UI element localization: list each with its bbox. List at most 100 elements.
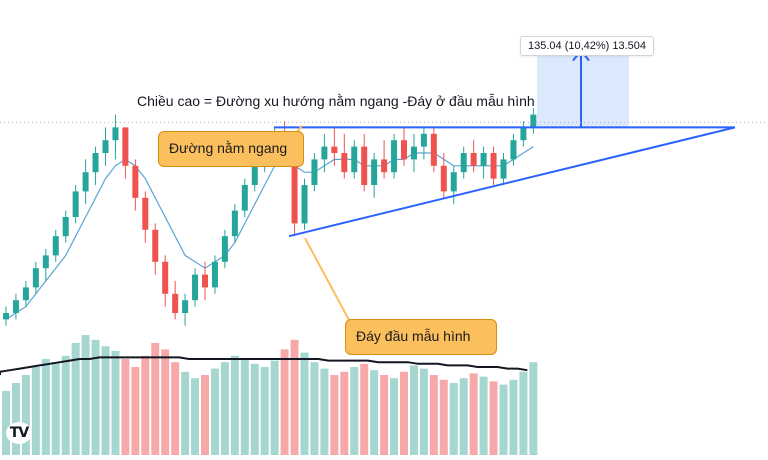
candle-body bbox=[42, 255, 49, 269]
candle bbox=[12, 293, 19, 320]
candle bbox=[391, 133, 398, 179]
candle bbox=[152, 223, 159, 275]
candle-body bbox=[152, 229, 159, 262]
volume-bar bbox=[330, 375, 339, 455]
candle-body bbox=[112, 127, 119, 141]
candle-body bbox=[321, 146, 328, 160]
candle-body bbox=[470, 153, 477, 166]
candle bbox=[301, 178, 308, 230]
candle-body bbox=[122, 127, 129, 166]
volume-bar bbox=[370, 370, 379, 455]
volume-bar bbox=[171, 362, 180, 455]
tradingview-logo[interactable]: TV bbox=[6, 422, 32, 444]
candle bbox=[341, 133, 348, 179]
volume-bar bbox=[479, 376, 488, 455]
volume-bar bbox=[181, 371, 190, 455]
candle bbox=[321, 133, 328, 173]
candle-body bbox=[361, 146, 368, 185]
volume-bar bbox=[310, 362, 319, 455]
candle-body bbox=[52, 236, 59, 256]
candle bbox=[420, 127, 427, 160]
candle bbox=[331, 127, 338, 166]
volume-bar bbox=[81, 335, 90, 455]
volume-bar bbox=[201, 375, 209, 455]
candle bbox=[490, 146, 497, 185]
candle-body bbox=[460, 153, 467, 173]
volume-bar bbox=[270, 360, 279, 455]
volume-bar bbox=[260, 367, 269, 455]
candle-body bbox=[202, 274, 208, 288]
volume-bar bbox=[71, 343, 80, 455]
volume-bar bbox=[101, 346, 110, 455]
candle bbox=[510, 133, 517, 166]
candle-body bbox=[102, 140, 109, 153]
volume-bar bbox=[509, 379, 518, 455]
volume-bar bbox=[2, 391, 10, 455]
volume-ma-line bbox=[0, 356, 528, 375]
candle-body bbox=[211, 261, 218, 288]
volume-bar bbox=[31, 367, 40, 455]
triangle-trendlines[interactable] bbox=[274, 126, 736, 238]
candle-body bbox=[331, 146, 338, 153]
volume-bar bbox=[191, 378, 200, 455]
candle-body bbox=[410, 146, 417, 160]
candle-body bbox=[162, 261, 169, 294]
candle bbox=[500, 153, 507, 185]
candle bbox=[62, 210, 69, 243]
volume-bar bbox=[300, 352, 309, 455]
volume-average-line bbox=[0, 356, 528, 375]
candle-body bbox=[450, 172, 457, 192]
candle-body bbox=[82, 172, 89, 192]
candle bbox=[52, 229, 59, 262]
candle bbox=[182, 293, 189, 326]
candle-body bbox=[520, 127, 527, 141]
candle-body bbox=[251, 159, 258, 185]
pattern-bottom-callout[interactable]: Đáy đầu mẫu hình bbox=[345, 319, 497, 355]
candle-body bbox=[22, 287, 29, 301]
volume-bar bbox=[51, 362, 60, 455]
candle bbox=[470, 140, 477, 173]
candle bbox=[430, 127, 437, 173]
candle bbox=[371, 153, 378, 198]
volume-bar bbox=[390, 378, 399, 455]
candle bbox=[72, 185, 79, 224]
projection-box bbox=[537, 50, 629, 128]
measure-tooltip: 135.04 (10,42%) 13.504 bbox=[520, 36, 655, 56]
candle bbox=[42, 249, 49, 281]
pointer-pattern-bottom bbox=[304, 237, 350, 321]
candle bbox=[162, 255, 169, 307]
candle bbox=[102, 127, 109, 166]
volume-bar bbox=[499, 384, 508, 455]
volume-bar bbox=[360, 363, 369, 455]
candle-body bbox=[72, 191, 79, 217]
candle bbox=[381, 140, 388, 179]
volume-bar bbox=[419, 368, 428, 455]
candle bbox=[3, 306, 9, 326]
candle bbox=[211, 255, 218, 294]
candle-body bbox=[132, 165, 139, 198]
candle-body bbox=[500, 159, 507, 179]
volume-bar bbox=[220, 362, 229, 455]
candle-body bbox=[341, 153, 348, 173]
volume-bar bbox=[350, 367, 359, 455]
candle-body bbox=[401, 140, 407, 160]
volume-bar bbox=[529, 362, 538, 455]
candle bbox=[311, 153, 318, 192]
candle-body bbox=[182, 300, 189, 313]
volume-bar bbox=[161, 349, 170, 455]
volume-bar bbox=[230, 355, 239, 455]
price-moving-average bbox=[5, 146, 534, 320]
horizontal-line-callout[interactable]: Đường nằm ngang bbox=[158, 131, 304, 167]
volume-bar bbox=[340, 371, 349, 455]
volume-bar bbox=[121, 359, 130, 455]
candle-body bbox=[192, 274, 199, 301]
candle-body bbox=[351, 146, 358, 173]
volume-bar bbox=[290, 339, 299, 455]
volume-bar bbox=[439, 379, 448, 455]
volume-bar bbox=[409, 365, 418, 455]
height-formula-text[interactable]: Chiều cao = Đường xu hướng nằm ngang -Đá… bbox=[137, 93, 535, 109]
candle bbox=[92, 146, 99, 185]
candle bbox=[480, 146, 487, 179]
candle bbox=[142, 191, 149, 243]
